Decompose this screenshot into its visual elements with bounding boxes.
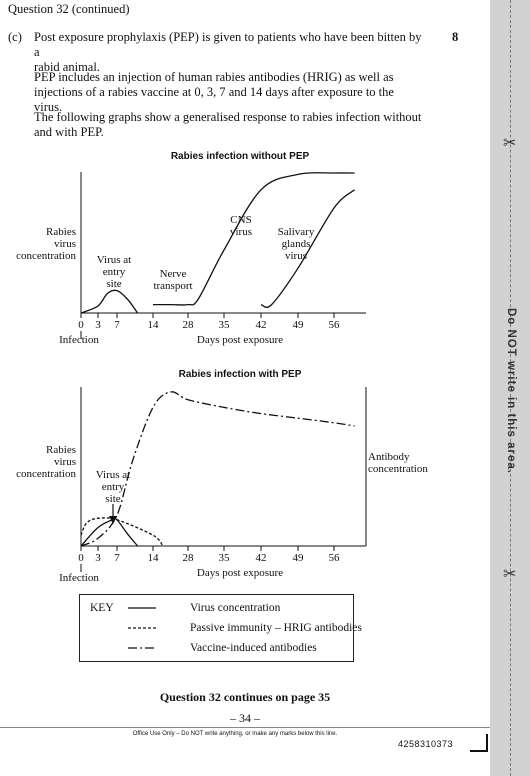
chart1-annotation-entry-site: Virus at entry site <box>96 254 132 290</box>
x-tick-label: 28 <box>183 552 195 564</box>
chart2-annotation-entry-site: Virus at entry site <box>95 469 131 505</box>
chart2-plot: 0 3 7 14 28 35 42 49 56 <box>78 387 367 572</box>
x-tick-label: 14 <box>148 552 160 564</box>
x-tick-label: 49 <box>293 319 305 331</box>
office-divider <box>0 727 490 728</box>
x-tick-label: 42 <box>256 552 267 564</box>
chart1-ylabel: Rabies virus concentration <box>16 226 76 262</box>
key-item-label: Vaccine-induced antibodies <box>190 642 317 654</box>
cut-line <box>510 0 511 776</box>
x-tick-label: 3 <box>95 319 101 331</box>
chart1-plot: 0 3 7 14 28 35 42 49 56 <box>78 172 366 339</box>
series-line-dashdot <box>80 391 355 547</box>
x-tick-label: 0 <box>78 552 84 564</box>
x-tick-label: 42 <box>256 319 267 331</box>
barcode-number: 4258310373 <box>398 739 454 749</box>
graphs-intro-line: and with PEP. <box>34 125 104 139</box>
intro-paragraph: Post exposure prophylaxis (PEP) is given… <box>34 30 424 75</box>
arrow-head-icon <box>109 516 117 524</box>
x-tick-label: 7 <box>114 552 120 564</box>
key-box <box>79 594 354 662</box>
key-item-label: Passive immunity – HRIG antibodies <box>190 622 362 634</box>
chart2-y2label: Antibody concentration <box>368 451 428 475</box>
x-tick-label: 7 <box>114 319 120 331</box>
key-title: KEY <box>90 602 114 614</box>
chart1-annotation-salivary: Salivary glands virus <box>277 226 315 262</box>
pep-line: injections of a rabies vaccine at 0, 3, … <box>34 85 394 114</box>
series-line-solid <box>80 289 139 314</box>
chart1-infection-label: Infection <box>59 334 99 346</box>
page-header: Question 32 (continued) <box>8 2 130 16</box>
corner-mark <box>470 734 488 752</box>
office-use-note: Office Use Only – Do NOT write anything,… <box>132 731 338 737</box>
pep-line: PEP includes an injection of human rabie… <box>34 70 394 84</box>
x-tick-label: 56 <box>329 552 341 564</box>
graphs-intro-paragraph: The following graphs show a generalised … <box>34 110 424 140</box>
chart1-xlabel: Days post exposure <box>196 334 284 346</box>
marks-value: 8 <box>452 30 459 44</box>
chart1-title: Rabies infection without PEP <box>170 151 310 162</box>
question-part-label: (c) <box>8 30 22 44</box>
key-swatches <box>128 607 156 649</box>
intro-line: Post exposure prophylaxis (PEP) is given… <box>34 30 422 59</box>
margin-warning: Do NOT write in this area. <box>505 308 517 474</box>
x-tick-label: 56 <box>329 319 341 331</box>
scissors-icon: ✂ <box>503 566 517 583</box>
chart2-title: Rabies infection with PEP <box>178 369 302 380</box>
scissors-icon: ✂ <box>503 135 517 152</box>
intro-line: rabid animal. <box>34 60 100 74</box>
x-tick-label: 35 <box>219 319 231 331</box>
series-line-dashed <box>80 517 164 547</box>
x-tick-label: 35 <box>219 552 231 564</box>
x-tick-label: 3 <box>95 552 101 564</box>
x-tick-label: 49 <box>293 552 305 564</box>
chart2-ylabel: Rabies virus concentration <box>16 444 76 480</box>
graphs-intro-line: The following graphs show a generalised … <box>34 110 422 124</box>
page-number: – 34 – <box>230 711 260 725</box>
chart2-infection-label: Infection <box>59 572 99 584</box>
chart1-annotation-nerve-transport: Nerve transport <box>153 268 193 292</box>
series-line-solid <box>153 172 355 306</box>
x-tick-label: 14 <box>148 319 160 331</box>
series-line-solid <box>80 517 139 547</box>
continues-note: Question 32 continues on page 35 <box>159 690 331 704</box>
x-tick-label: 28 <box>183 319 195 331</box>
x-tick-label: 0 <box>78 319 84 331</box>
chart2-xlabel: Days post exposure <box>196 567 284 579</box>
pep-paragraph: PEP includes an injection of human rabie… <box>34 70 424 115</box>
series-line-solid <box>260 189 356 308</box>
key-item-label: Virus concentration <box>190 602 281 614</box>
